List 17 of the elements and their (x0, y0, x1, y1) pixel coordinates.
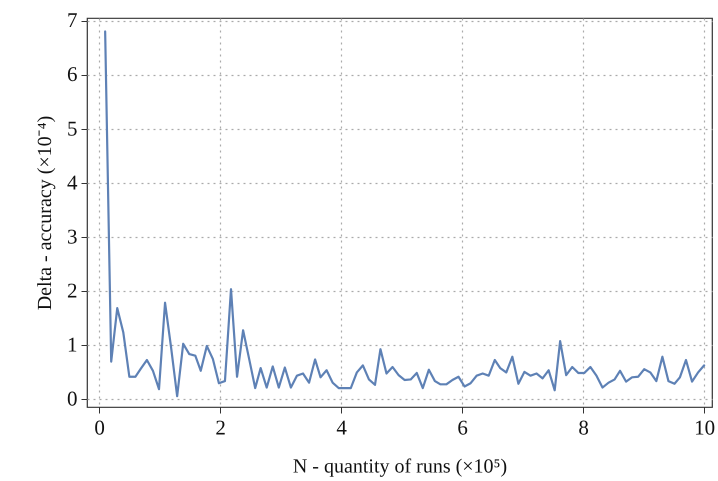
x-tick-label: 6 (457, 416, 468, 440)
y-tick-label: 2 (67, 278, 78, 302)
y-tick-label: 6 (67, 62, 78, 86)
y-tick-label: 0 (67, 386, 78, 410)
y-axis-title: Delta - accuracy (×10⁻⁴) (34, 116, 56, 310)
x-tick-label: 8 (578, 416, 589, 440)
y-tick-label: 3 (67, 224, 78, 248)
y-tick-label: 7 (67, 8, 78, 32)
y-tick-label: 4 (67, 170, 78, 194)
x-tick-label: 10 (694, 416, 716, 440)
x-tick-label: 0 (94, 416, 105, 440)
y-tick-label: 1 (67, 332, 78, 356)
x-tick-label: 2 (215, 416, 226, 440)
y-tick-label: 5 (67, 116, 78, 140)
x-tick-label: 4 (336, 416, 348, 440)
line-series (104, 30, 706, 398)
x-axis-title: N - quantity of runs (×10⁵) (292, 456, 508, 478)
